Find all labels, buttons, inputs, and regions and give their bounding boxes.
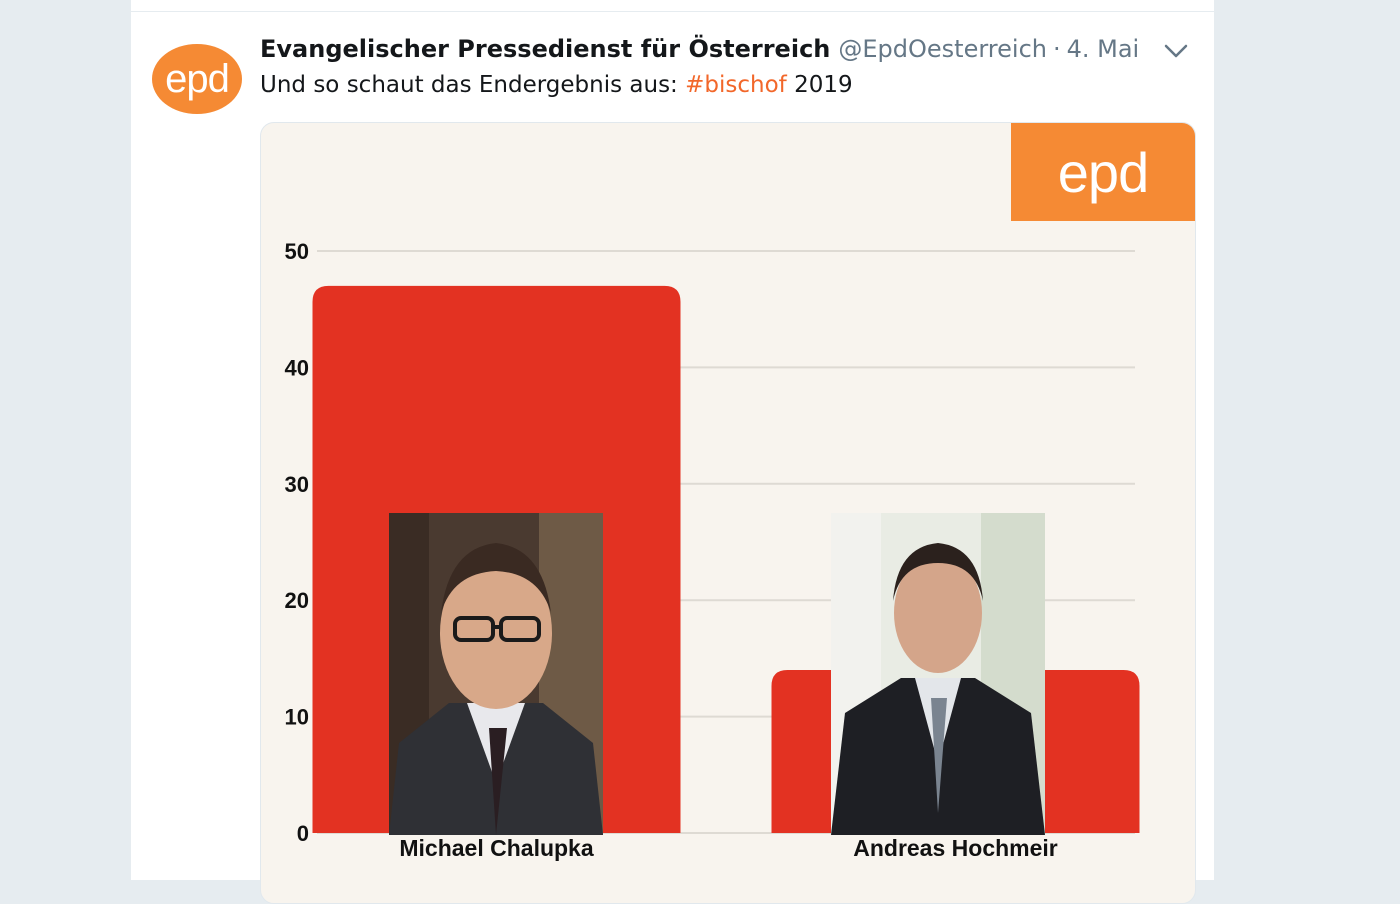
portrait-photo-andreas-hochmeir <box>831 513 1045 835</box>
author-handle[interactable]: @EpdOesterreich <box>838 35 1047 63</box>
y-tick-label: 20 <box>285 588 309 613</box>
tweet-media-image[interactable]: epd 0 10 20 30 40 50 Michael Chalupka Andreas H… <box>260 122 1196 904</box>
y-tick-label: 30 <box>285 472 309 497</box>
hashtag-link[interactable]: #bischof <box>685 72 787 98</box>
avatar-logo-text: epd <box>165 56 230 101</box>
y-tick-label: 0 <box>297 821 309 846</box>
portrait-photo-michael-chalupka <box>389 513 603 835</box>
divider <box>131 11 1214 12</box>
tweet-card[interactable]: epd Evangelischer Pressedienst für Öster… <box>131 0 1214 904</box>
avatar[interactable]: epd <box>152 44 242 114</box>
author-name[interactable]: Evangelischer Pressedienst für Österreic… <box>260 35 831 63</box>
header-separator: · <box>1052 35 1061 63</box>
tweet-text-before: Und so schaut das Endergebnis aus: <box>260 72 686 98</box>
epd-logo: epd <box>1011 123 1195 221</box>
epd-logo-text: epd <box>1057 140 1149 204</box>
tweet-text: Und so schaut das Endergebnis aus: #bisc… <box>260 70 853 100</box>
y-tick-label: 50 <box>285 239 309 264</box>
tweet-date[interactable]: 4. Mai <box>1066 35 1140 63</box>
x-category-label: Michael Chalupka <box>399 835 593 861</box>
tweet-text-after: 2019 <box>786 72 853 98</box>
tweet-header: Evangelischer Pressedienst für Österreic… <box>260 32 1139 66</box>
chevron-down-icon[interactable] <box>1163 38 1189 64</box>
y-tick-label: 40 <box>285 355 309 380</box>
y-tick-label: 10 <box>285 705 309 730</box>
x-category-label: Andreas Hochmeir <box>853 835 1058 861</box>
